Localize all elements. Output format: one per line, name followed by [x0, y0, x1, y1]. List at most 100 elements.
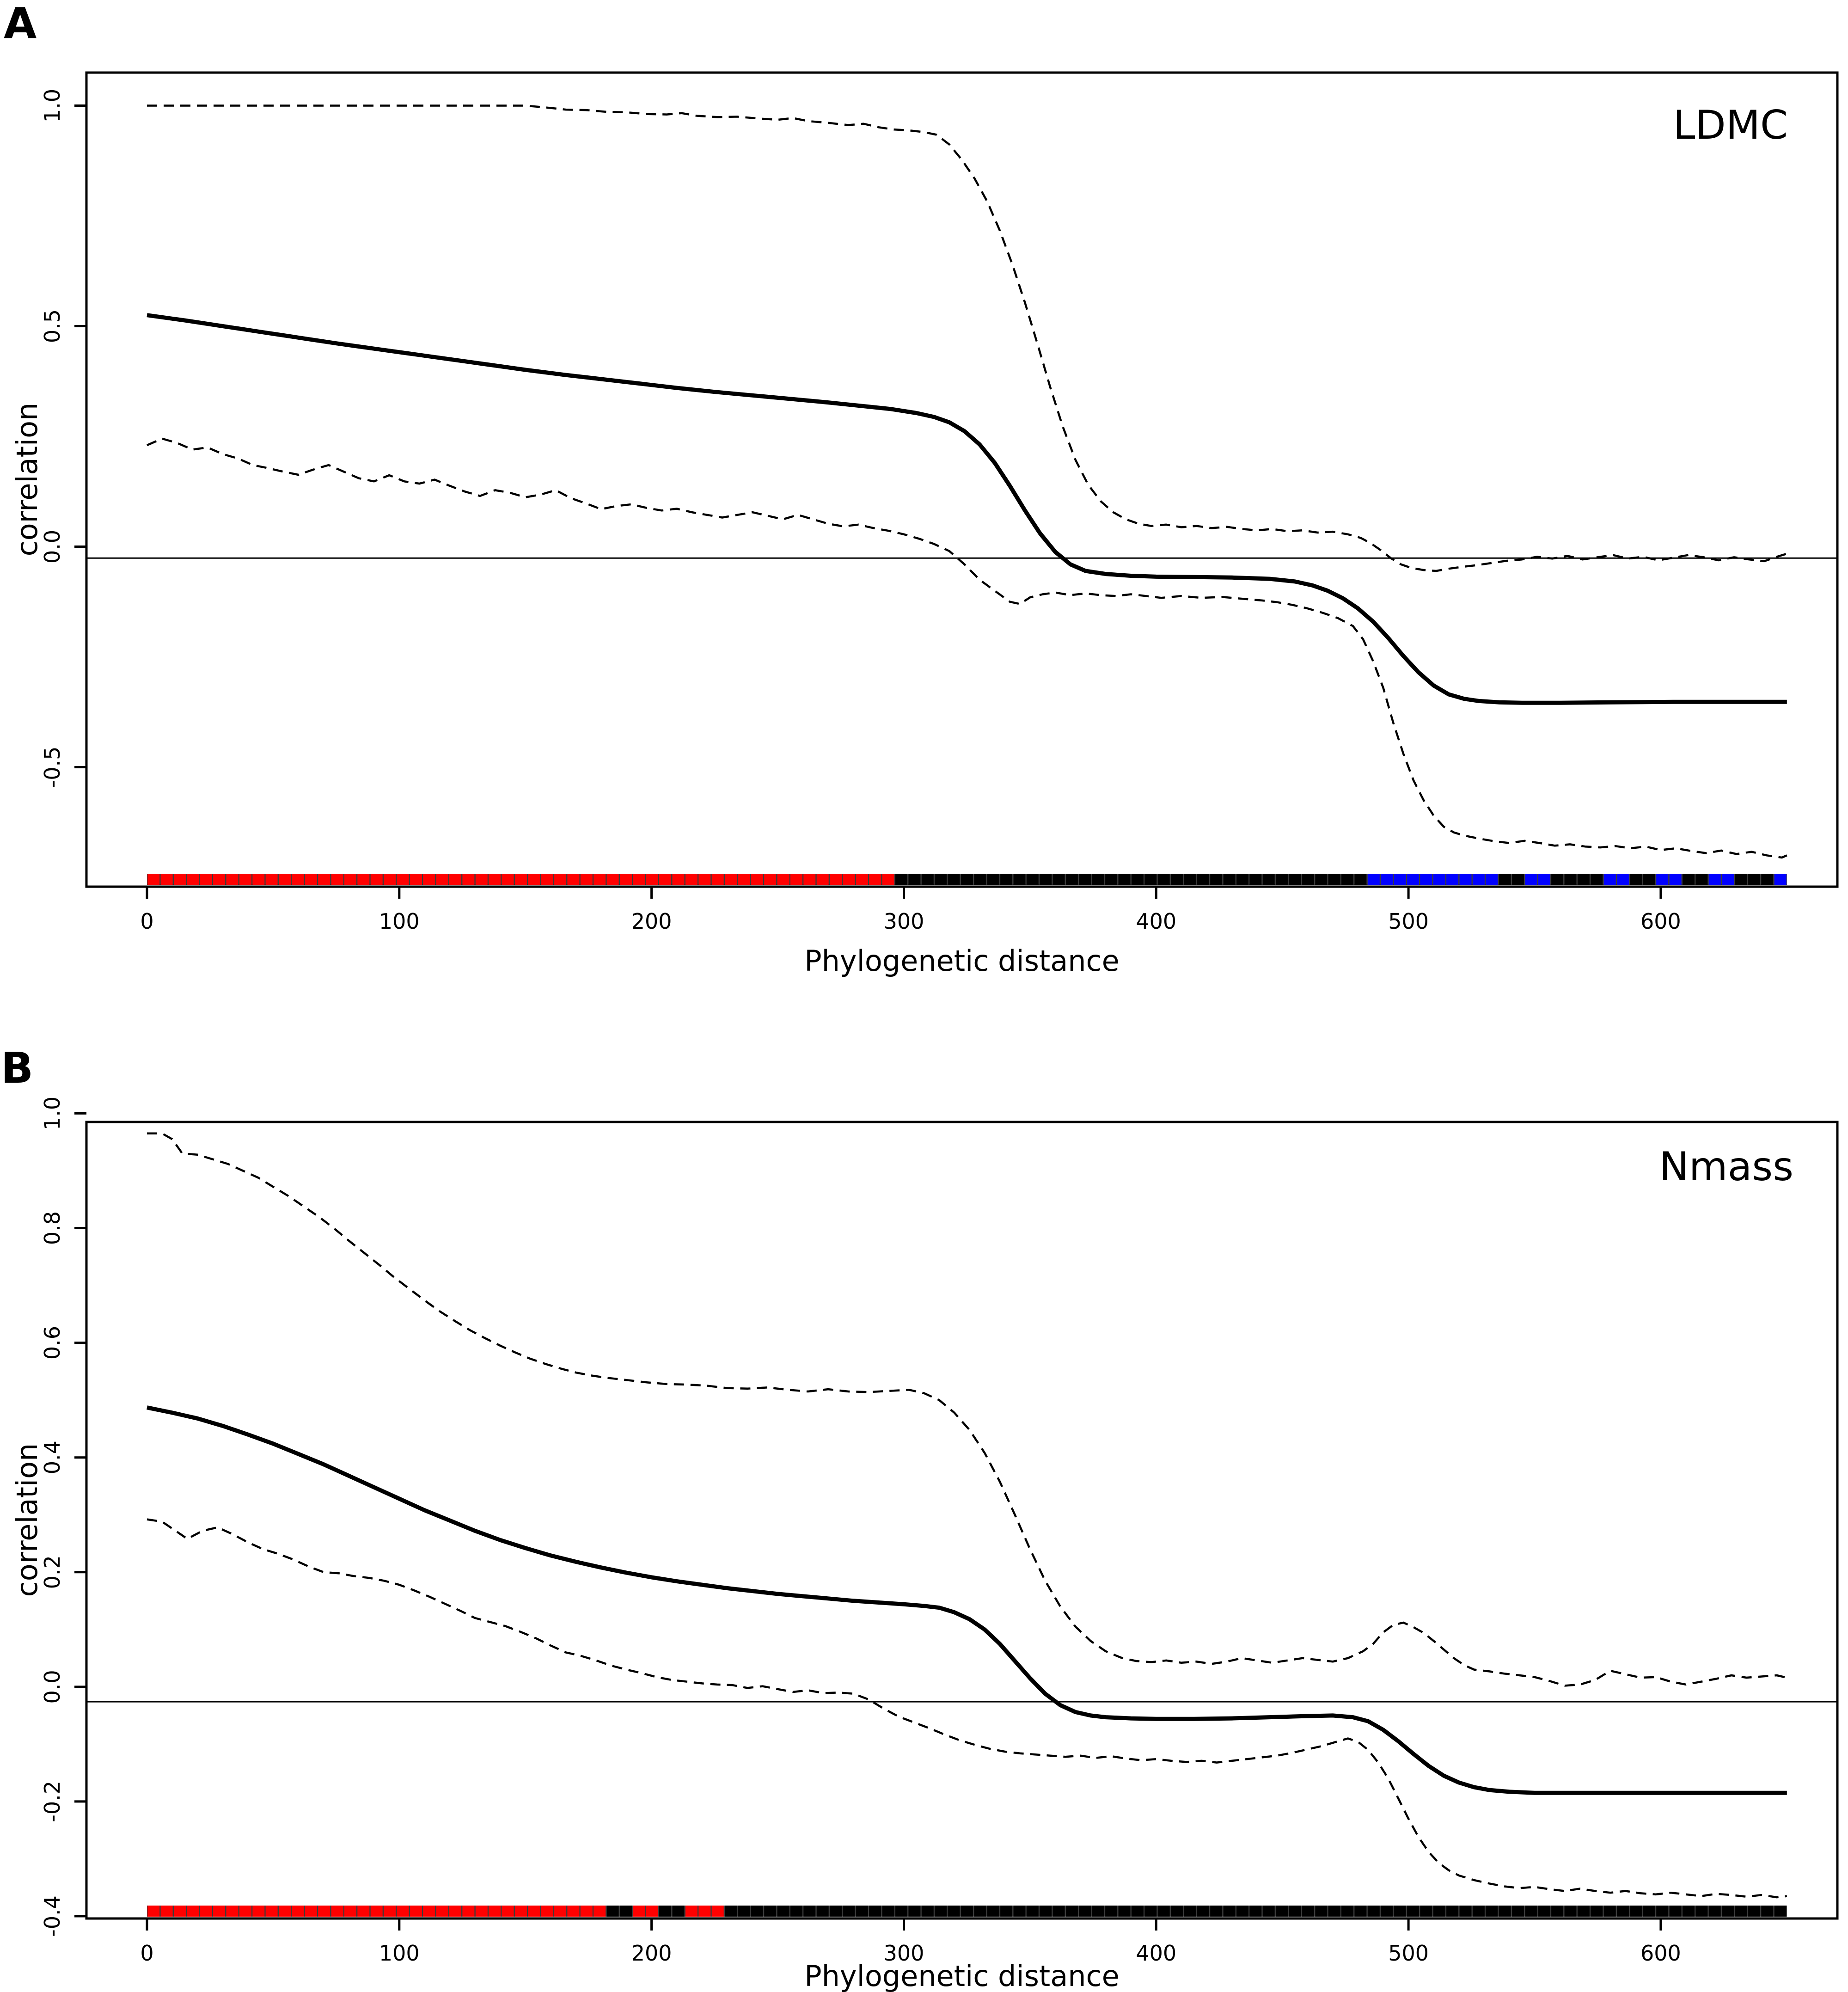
significance-class-segment — [1656, 1906, 1669, 1917]
significance-class-segment — [174, 1906, 186, 1917]
significance-class-segment — [528, 874, 540, 885]
significance-class-segment — [830, 1906, 842, 1917]
significance-class-segment — [410, 1906, 422, 1917]
significance-class-segment — [1433, 874, 1445, 885]
significance-class-segment — [961, 874, 973, 885]
significance-class-segment — [816, 1906, 829, 1917]
significance-class-segment — [725, 1906, 737, 1917]
panel-letter: B — [1, 1043, 33, 1093]
significance-class-segment — [1761, 874, 1774, 885]
significance-class-segment — [1446, 1906, 1459, 1917]
significance-class-segment — [935, 874, 947, 885]
significance-class-segment — [594, 1906, 606, 1917]
significance-class-segment — [1276, 1906, 1288, 1917]
significance-class-segment — [200, 1906, 212, 1917]
significance-class-segment — [1525, 874, 1537, 885]
significance-class-segment — [672, 1906, 685, 1917]
x-tick-label: 100 — [379, 1941, 420, 1966]
significance-class-segment — [620, 874, 632, 885]
significance-class-segment — [633, 1906, 645, 1917]
significance-class-segment — [606, 874, 619, 885]
significance-class-segment — [1394, 874, 1406, 885]
significance-class-segment — [423, 874, 435, 885]
significance-class-segment — [265, 874, 278, 885]
significance-class-segment — [1157, 1906, 1170, 1917]
significance-class-segment — [1092, 874, 1104, 885]
significance-class-segment — [1354, 874, 1367, 885]
significance-class-segment — [1643, 1906, 1655, 1917]
significance-class-segment — [1105, 874, 1118, 885]
significance-class-segment — [620, 1906, 632, 1917]
significance-class-segment — [370, 874, 383, 885]
x-tick-label: 0 — [140, 1941, 153, 1966]
significance-class-segment — [1302, 874, 1314, 885]
significance-class-segment — [1053, 1906, 1065, 1917]
significance-class-segment — [790, 1906, 802, 1917]
significance-class-segment — [1013, 1906, 1026, 1917]
significance-class-segment — [1249, 1906, 1262, 1917]
significance-class-segment — [698, 874, 711, 885]
significance-class-segment — [1040, 874, 1052, 885]
significance-class-segment — [1708, 1906, 1721, 1917]
significance-class-segment — [1499, 874, 1511, 885]
significance-class-segment — [1118, 874, 1131, 885]
significance-class-segment — [1079, 1906, 1091, 1917]
significance-class-segment — [213, 874, 226, 885]
significance-class-segment — [1538, 874, 1550, 885]
trait-title: Nmass — [1659, 1144, 1793, 1190]
null-envelope-dashed-line — [147, 1518, 1787, 1899]
significance-class-segment — [816, 874, 829, 885]
significance-class-segment — [882, 874, 894, 885]
significance-class-segment — [987, 874, 999, 885]
significance-class-segment — [279, 1906, 291, 1917]
significance-class-segment — [305, 1906, 317, 1917]
x-tick-label: 600 — [1640, 909, 1681, 934]
significance-class-segment — [1486, 874, 1498, 885]
significance-class-segment — [1603, 874, 1616, 885]
significance-class-segment — [1551, 1906, 1564, 1917]
x-tick-label: 600 — [1640, 1941, 1681, 1966]
significance-class-segment — [1551, 874, 1564, 885]
significance-class-segment — [1026, 1906, 1039, 1917]
significance-class-segment — [987, 1906, 999, 1917]
significance-class-segment — [384, 1906, 396, 1917]
significance-class-segment — [711, 874, 724, 885]
significance-class-segment — [331, 874, 343, 885]
significance-class-segment — [1683, 874, 1695, 885]
significance-class-segment — [160, 874, 173, 885]
significance-class-segment — [502, 874, 514, 885]
significance-class-segment — [528, 1906, 540, 1917]
x-tick-label: 300 — [884, 1941, 924, 1966]
x-tick-label: 500 — [1388, 1941, 1429, 1966]
significance-class-segment — [541, 874, 553, 885]
x-tick-label: 400 — [1136, 1941, 1176, 1966]
significance-class-segment — [1722, 874, 1734, 885]
significance-class-segment — [554, 1906, 567, 1917]
significance-class-segment — [1079, 874, 1091, 885]
significance-class-segment — [1262, 874, 1275, 885]
significance-class-segment — [1695, 874, 1708, 885]
significance-class-segment — [1564, 1906, 1577, 1917]
significance-class-segment — [475, 874, 488, 885]
significance-class-segment — [1157, 874, 1170, 885]
significance-class-segment — [633, 874, 645, 885]
significance-class-segment — [1538, 1906, 1550, 1917]
significance-class-segment — [554, 874, 567, 885]
significance-class-segment — [252, 1906, 265, 1917]
significance-class-segment — [1066, 874, 1078, 885]
y-tick-label: -0.5 — [40, 747, 65, 788]
significance-class-segment — [711, 1906, 724, 1917]
trait-title: LDMC — [1673, 102, 1788, 148]
significance-class-segment — [160, 1906, 173, 1917]
significance-class-segment — [1341, 874, 1353, 885]
significance-class-segment — [1053, 874, 1065, 885]
x-tick-label: 200 — [631, 909, 672, 934]
significance-class-segment — [449, 1906, 461, 1917]
y-tick-label: 0.5 — [40, 309, 65, 343]
significance-class-segment — [961, 1906, 973, 1917]
panel-letter: A — [4, 0, 37, 48]
significance-class-segment — [1328, 874, 1340, 885]
significance-class-segment — [187, 874, 199, 885]
significance-class-segment — [1026, 874, 1039, 885]
significance-class-segment — [449, 874, 461, 885]
